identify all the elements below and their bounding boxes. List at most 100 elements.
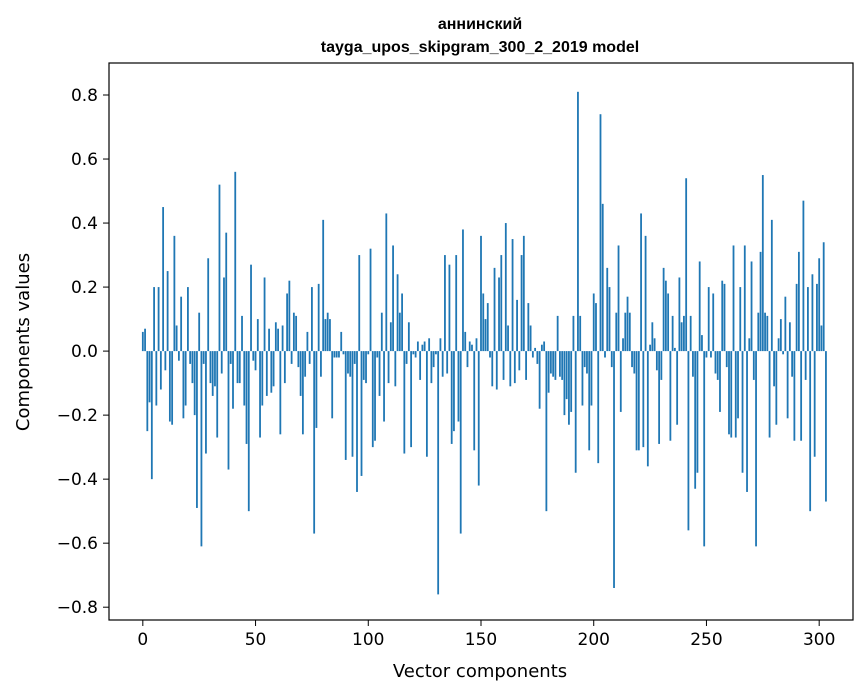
bar [295, 315, 298, 352]
bar [234, 171, 237, 352]
bar [306, 331, 309, 352]
bar [383, 351, 385, 422]
bar [365, 351, 367, 384]
bar [730, 351, 733, 438]
bar [579, 315, 582, 352]
bar [531, 351, 534, 358]
bar [725, 351, 728, 368]
bar [268, 328, 270, 352]
bar [270, 351, 273, 393]
bar [534, 347, 537, 352]
x-tick-label: 250 [690, 630, 722, 650]
bar [563, 351, 566, 416]
bar [615, 312, 618, 352]
bar [301, 351, 304, 435]
bar [540, 344, 543, 352]
bar [507, 325, 509, 352]
chart-title-line2: tayga_upos_skipgram_300_2_2019 model [321, 39, 639, 56]
bar [822, 242, 825, 352]
bar [516, 299, 518, 352]
bar [773, 351, 775, 387]
bar [331, 351, 334, 419]
bar [495, 351, 498, 390]
bar [795, 283, 798, 352]
bar [171, 351, 174, 425]
bar [775, 351, 778, 425]
bar [396, 274, 399, 352]
bar [746, 351, 748, 492]
bar [613, 351, 615, 588]
bar [168, 351, 171, 422]
bar [299, 351, 302, 396]
bar [286, 293, 289, 352]
bar [166, 271, 169, 352]
bar [410, 351, 413, 448]
bar [218, 184, 221, 352]
bar [322, 219, 325, 352]
bar [786, 351, 789, 419]
bar [660, 351, 663, 380]
bar [439, 338, 442, 352]
bar [387, 351, 390, 384]
bar [696, 351, 699, 473]
bar [741, 351, 744, 473]
bar [326, 312, 329, 352]
bar [606, 267, 609, 352]
bar [635, 351, 638, 451]
y-tick-label: −0.6 [57, 534, 98, 554]
bar [362, 351, 365, 380]
y-axis-label: Components values [13, 253, 34, 431]
bar [723, 283, 726, 352]
bar [261, 351, 264, 406]
bar [757, 312, 760, 352]
bar [486, 303, 489, 352]
bar [159, 351, 162, 390]
bar [610, 351, 613, 368]
bar [324, 319, 327, 352]
bar [554, 351, 557, 380]
bar [308, 351, 311, 364]
bar [811, 274, 814, 352]
plot-frame [108, 62, 854, 621]
bar [493, 267, 496, 352]
bar [193, 351, 196, 416]
bar [692, 351, 694, 377]
y-tick-label: 0.8 [71, 86, 98, 106]
bar [202, 351, 205, 364]
bar [274, 322, 277, 352]
bar [694, 351, 697, 489]
y-tick-label: 0.6 [71, 150, 98, 170]
bar [187, 287, 189, 352]
bar [590, 351, 593, 406]
bar [793, 351, 796, 441]
bar [297, 351, 300, 368]
bar [211, 351, 214, 396]
bar [162, 207, 165, 352]
bar [728, 351, 730, 435]
bar [374, 351, 376, 441]
bar [207, 258, 210, 352]
bar [680, 322, 683, 352]
bar [813, 351, 816, 457]
bar [272, 351, 275, 387]
bar [252, 351, 255, 361]
bar [430, 351, 433, 384]
bar [389, 322, 392, 352]
bar [653, 338, 656, 352]
bar [649, 344, 651, 352]
bar [809, 351, 812, 512]
bar [536, 351, 539, 364]
bar [353, 351, 356, 364]
bar [229, 351, 232, 364]
bar [351, 351, 354, 457]
y-tick-label: −0.8 [57, 598, 98, 618]
bar [710, 351, 712, 358]
bar [716, 351, 719, 380]
bar [288, 280, 291, 352]
bar [455, 255, 458, 352]
bar [683, 315, 685, 352]
bar [338, 351, 340, 358]
bar [633, 351, 636, 374]
bar [466, 351, 469, 368]
bar [189, 351, 192, 364]
